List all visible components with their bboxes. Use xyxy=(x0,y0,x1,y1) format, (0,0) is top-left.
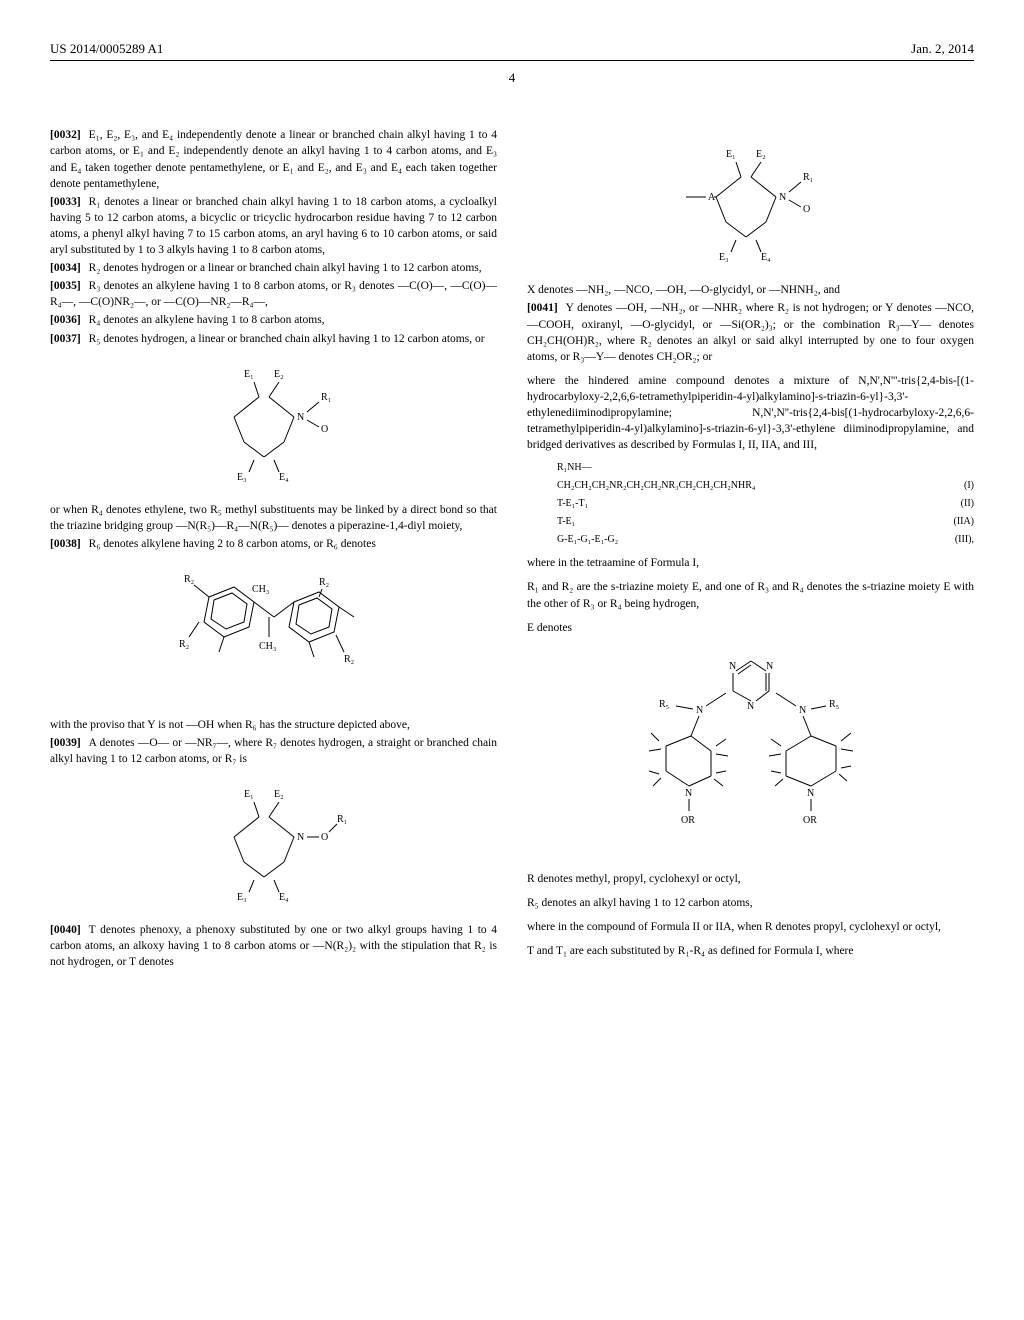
para-35: [0035]R₃ denotes an alkylene having 1 to… xyxy=(50,278,497,310)
columns: [0032]E₁, E₂, E₃, and E₄ independently d… xyxy=(50,127,974,972)
where-mixture: where the hindered amine compound denote… xyxy=(527,373,974,453)
svg-text:R₁: R₁ xyxy=(337,814,347,825)
para-32: [0032]E₁, E₂, E₃, and E₄ independently d… xyxy=(50,127,497,191)
formula-3: G-E₁-G₁-E₁-G₂ (III), xyxy=(527,533,974,547)
svg-text:N: N xyxy=(799,705,806,716)
svg-text:E₄: E₄ xyxy=(761,252,771,262)
svg-text:O: O xyxy=(321,424,328,435)
svg-text:E₁: E₁ xyxy=(244,369,254,380)
svg-text:E₁: E₁ xyxy=(726,149,736,160)
svg-text:R₅: R₅ xyxy=(659,699,669,710)
para-34: [0034]R₂ denotes hydrogen or a linear or… xyxy=(50,260,497,276)
svg-text:N: N xyxy=(297,832,304,843)
publication-date: Jan. 2, 2014 xyxy=(911,40,974,58)
para-33: [0033]R₁ denotes a linear or branched ch… xyxy=(50,194,497,258)
figure-piperidine-3: E₁ E₂ A N R₁ O E₃ xyxy=(527,142,974,267)
r5-denotes: R₅ denotes an alkyl having 1 to 12 carbo… xyxy=(527,895,974,911)
svg-text:E₄: E₄ xyxy=(279,892,289,902)
svg-text:R₂: R₂ xyxy=(319,577,329,588)
svg-text:N: N xyxy=(779,192,786,203)
svg-text:E₄: E₄ xyxy=(279,472,289,482)
svg-text:R₂: R₂ xyxy=(344,654,354,665)
para-37: [0037]R₅ denotes hydrogen, a linear or b… xyxy=(50,331,497,347)
para-36: [0036]R₄ denotes an alkylene having 1 to… xyxy=(50,312,497,328)
svg-text:N: N xyxy=(685,788,692,799)
svg-text:E₃: E₃ xyxy=(719,252,729,262)
svg-text:R₁: R₁ xyxy=(321,392,331,403)
svg-text:N: N xyxy=(297,412,304,423)
e-denotes: E denotes xyxy=(527,620,974,636)
svg-text:CH₃: CH₃ xyxy=(252,584,269,595)
t-t1-text: T and T₁ are each substituted by R₁-R₄ a… xyxy=(527,943,974,959)
svg-text:E₃: E₃ xyxy=(237,472,247,482)
svg-text:R₂: R₂ xyxy=(184,574,194,585)
where-tetraamine: where in the tetraamine of Formula I, xyxy=(527,555,974,571)
svg-text:N: N xyxy=(696,705,703,716)
para-41: [0041]Y denotes —OH, —NH₂, or —NHR₂ wher… xyxy=(527,300,974,364)
formula-1-pre: R₁NH— xyxy=(527,461,974,475)
r1-r2-text: R₁ and R₂ are the s-triazine moiety E, a… xyxy=(527,579,974,611)
svg-text:OR: OR xyxy=(681,815,695,826)
svg-text:CH₃: CH₃ xyxy=(259,641,276,652)
svg-text:OR: OR xyxy=(803,815,817,826)
svg-text:N: N xyxy=(729,661,736,672)
svg-text:E₂: E₂ xyxy=(274,369,284,380)
svg-text:N: N xyxy=(747,701,754,712)
figure-piperidine-2: E₁ E₂ N O R₁ E₃ E₄ xyxy=(50,782,497,907)
formula-1: CH₂CH₂CH₂NR₂CH₂CH₂NR₃CH₂CH₂CH₂NHR₄ (I) xyxy=(527,479,974,493)
svg-text:N: N xyxy=(766,661,773,672)
para-39: [0039]A denotes —O— or —NR₇—, where R₇ d… xyxy=(50,735,497,767)
figure-triazine: N N N N N R₅ R₅ xyxy=(527,651,974,856)
page-number: 4 xyxy=(50,69,974,87)
figure-piperidine-1: E₁ E₂ N R₁ O E₃ E₄ xyxy=(50,362,497,487)
formula-2a: T-E₁ (IIA) xyxy=(527,515,974,529)
publication-number: US 2014/0005289 A1 xyxy=(50,40,163,58)
svg-text:O: O xyxy=(321,832,328,843)
where-formula-2: where in the compound of Formula II or I… xyxy=(527,919,974,935)
formula-block: R₁NH— CH₂CH₂CH₂NR₂CH₂CH₂NR₃CH₂CH₂CH₂NHR₄… xyxy=(527,461,974,547)
svg-text:R₂: R₂ xyxy=(179,639,189,650)
svg-text:E₂: E₂ xyxy=(756,149,766,160)
left-column: [0032]E₁, E₂, E₃, and E₄ independently d… xyxy=(50,127,497,972)
right-column: E₁ E₂ A N R₁ O E₃ xyxy=(527,127,974,972)
figure-biphenyl: R₂ R₂ CH₃ CH₃ R₂ R₂ xyxy=(50,567,497,702)
svg-text:O: O xyxy=(803,204,810,215)
para-38-after: with the proviso that Y is not —OH when … xyxy=(50,717,497,733)
para-38: [0038]R₆ denotes alkylene having 2 to 8 … xyxy=(50,536,497,552)
svg-text:E₁: E₁ xyxy=(244,789,254,800)
r-denotes: R denotes methyl, propyl, cyclohexyl or … xyxy=(527,871,974,887)
formula-2: T-E₁-T₁ (II) xyxy=(527,497,974,511)
svg-text:R₅: R₅ xyxy=(829,699,839,710)
svg-text:N: N xyxy=(807,788,814,799)
patent-header: US 2014/0005289 A1 Jan. 2, 2014 xyxy=(50,40,974,61)
svg-text:E₃: E₃ xyxy=(237,892,247,902)
svg-text:R₁: R₁ xyxy=(803,172,813,183)
para-40: [0040]T denotes phenoxy, a phenoxy subst… xyxy=(50,922,497,970)
para-37-after: or when R₄ denotes ethylene, two R₅ meth… xyxy=(50,502,497,534)
svg-text:E₂: E₂ xyxy=(274,789,284,800)
x-denotes: X denotes —NH₂, —NCO, —OH, —O-glycidyl, … xyxy=(527,282,974,298)
